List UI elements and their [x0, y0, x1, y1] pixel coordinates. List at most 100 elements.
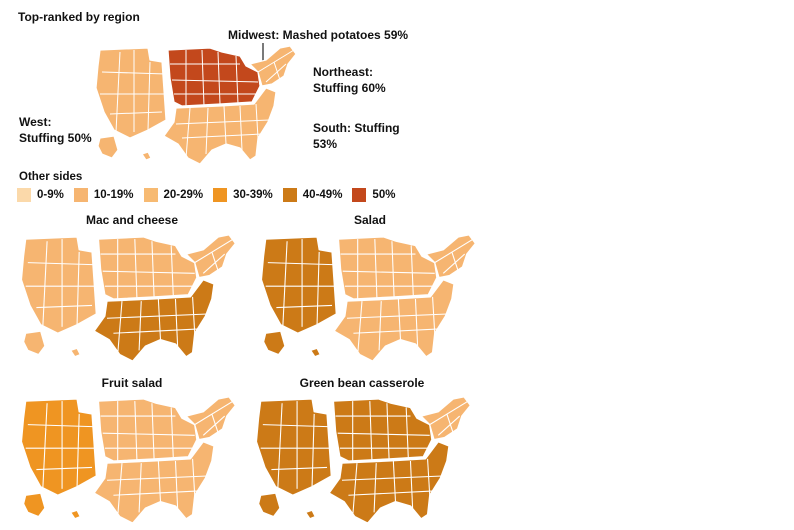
state-border [397, 298, 402, 340]
west-region-1 [22, 492, 46, 518]
legend-swatch [143, 188, 158, 202]
top-ranked-map [95, 45, 297, 165]
state-border [106, 313, 208, 319]
state-border [217, 51, 221, 105]
state-border [174, 298, 179, 347]
west-region-2 [69, 347, 81, 358]
state-border [357, 301, 363, 355]
legend-label: 40-49% [302, 189, 343, 201]
west-region [255, 398, 332, 496]
state-border [138, 301, 142, 351]
state-border [101, 71, 167, 75]
state-border [392, 460, 397, 502]
map-title-mac-and-cheese: Mac and cheese [85, 213, 179, 227]
state-border [273, 61, 281, 81]
west-region [20, 236, 97, 334]
fruit-salad-map [20, 396, 237, 524]
state-border [373, 463, 377, 513]
state-border [378, 301, 382, 351]
legend-label: 10-19% [93, 189, 134, 201]
state-border [267, 262, 337, 266]
midwest-leader-line [262, 43, 264, 61]
legend-item: 20-29% [143, 188, 204, 202]
state-border [276, 304, 333, 309]
west-label-line2: Stuffing 50% [19, 131, 92, 145]
south-region [328, 441, 450, 524]
legend-label: 20-29% [163, 189, 204, 201]
state-border [194, 238, 234, 264]
state-border [437, 415, 461, 436]
state-border [115, 51, 121, 133]
state-border [348, 490, 435, 496]
state-border [346, 313, 448, 319]
legend-item: 50% [352, 188, 395, 202]
map-title-salad: Salad [353, 213, 386, 227]
legend-swatch [282, 188, 297, 202]
state-border [414, 298, 419, 347]
legend-item: 0-9% [17, 188, 64, 202]
state-border [429, 400, 469, 426]
state-border [106, 475, 208, 481]
state-border [151, 241, 155, 297]
legend-item: 40-49% [282, 188, 343, 202]
state-border [117, 301, 123, 355]
south-region [163, 87, 277, 165]
northeast-label-line1: Northeast: [313, 65, 374, 79]
legend: 0-9% 10-19% 20-29% 30-39% 40-49% 50% [17, 188, 395, 202]
south-region [333, 279, 455, 362]
west-region-1 [22, 330, 46, 356]
state-border [109, 111, 163, 115]
mac-and-cheese-map [20, 234, 237, 362]
state-border [265, 63, 287, 83]
west-label: West: Stuffing 50% [19, 114, 92, 146]
state-border [134, 401, 138, 462]
south-label-line1: South: Stuffing [313, 121, 400, 135]
state-border [262, 424, 332, 428]
state-border [282, 241, 288, 327]
west-region-1 [97, 135, 119, 159]
state-border [113, 328, 200, 334]
legend-swatch [352, 188, 367, 202]
legend-label: 0-9% [37, 189, 64, 201]
state-border [42, 241, 48, 327]
legend-swatch [213, 188, 228, 202]
state-border [239, 105, 243, 151]
state-border [181, 133, 263, 139]
state-border [113, 490, 200, 496]
state-border [353, 328, 440, 334]
state-border [446, 413, 454, 434]
legend-item: 10-19% [73, 188, 134, 202]
state-border [175, 119, 271, 125]
state-border [157, 298, 162, 340]
west-region [260, 236, 337, 334]
midwest-region [97, 398, 198, 462]
state-border [451, 251, 459, 272]
map-title-green-bean-casserole: Green bean casserole [299, 376, 425, 390]
midwest-region [97, 236, 198, 300]
state-border [205, 107, 209, 155]
state-border [102, 270, 195, 274]
west-region [20, 398, 97, 496]
northeast-label-line2: Stuffing 60% [313, 81, 386, 95]
state-border [277, 403, 283, 489]
state-border [223, 105, 227, 145]
west-region-2 [304, 509, 316, 520]
state-border [337, 432, 430, 436]
west-region-1 [262, 330, 286, 356]
state-border [27, 424, 97, 428]
west-region-1 [257, 492, 281, 518]
state-border [202, 415, 226, 436]
state-border [352, 463, 358, 517]
midwest-region [332, 398, 433, 462]
state-border [391, 241, 395, 297]
west-region-2 [141, 151, 152, 161]
state-border [442, 253, 466, 274]
legend-item: 30-39% [213, 188, 273, 202]
state-border [42, 403, 48, 489]
state-border [194, 400, 234, 426]
state-border [138, 463, 142, 513]
legend-swatch [73, 188, 88, 202]
state-border [211, 413, 219, 434]
state-border [369, 401, 373, 462]
green-bean-casserole-map [255, 396, 472, 524]
